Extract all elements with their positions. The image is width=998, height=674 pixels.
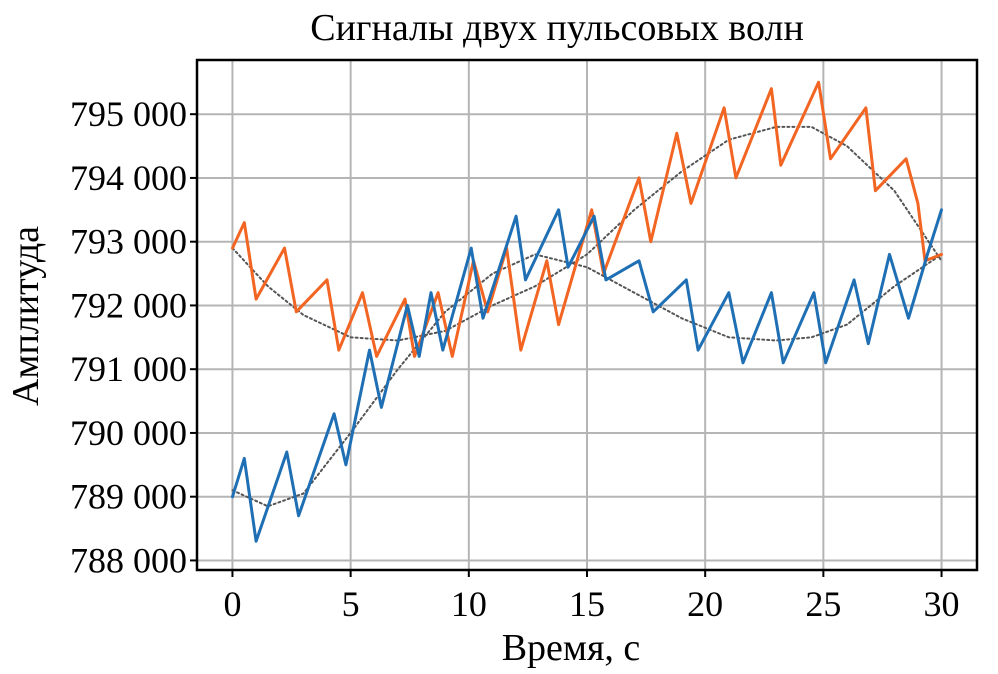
x-tick-label: 15 (569, 584, 605, 624)
ticks: 0 5 10 15 20 25 30 788 000 789 000 790 000 791 000… (70, 94, 960, 624)
signal-line (231, 80, 943, 358)
grid (197, 60, 977, 570)
y-tick-label: 795 000 (70, 94, 187, 134)
y-tick-label: 793 000 (70, 222, 187, 262)
x-tick-label: 10 (451, 584, 487, 624)
y-tick-label: 790 000 (70, 413, 187, 453)
y-tick-label: 789 000 (70, 477, 187, 517)
y-tick-label: 794 000 (70, 158, 187, 198)
trend-line (231, 253, 943, 508)
y-tick-label: 792 000 (70, 285, 187, 325)
x-tick-label: 25 (805, 584, 841, 624)
x-tick-label: 30 (924, 584, 960, 624)
x-axis-label: Время, с (502, 627, 641, 669)
x-tick-label: 0 (223, 584, 241, 624)
y-tick-label: 788 000 (70, 540, 187, 580)
x-tick-label: 20 (687, 584, 723, 624)
y-tick-label: 791 000 (70, 349, 187, 389)
x-tick-label: 5 (342, 584, 360, 624)
signal-line (231, 208, 943, 543)
y-axis-label: Амплитуда (5, 226, 47, 406)
series-layer (231, 80, 943, 543)
chart-title: Сигналы двух пульсовых волн (310, 7, 804, 49)
